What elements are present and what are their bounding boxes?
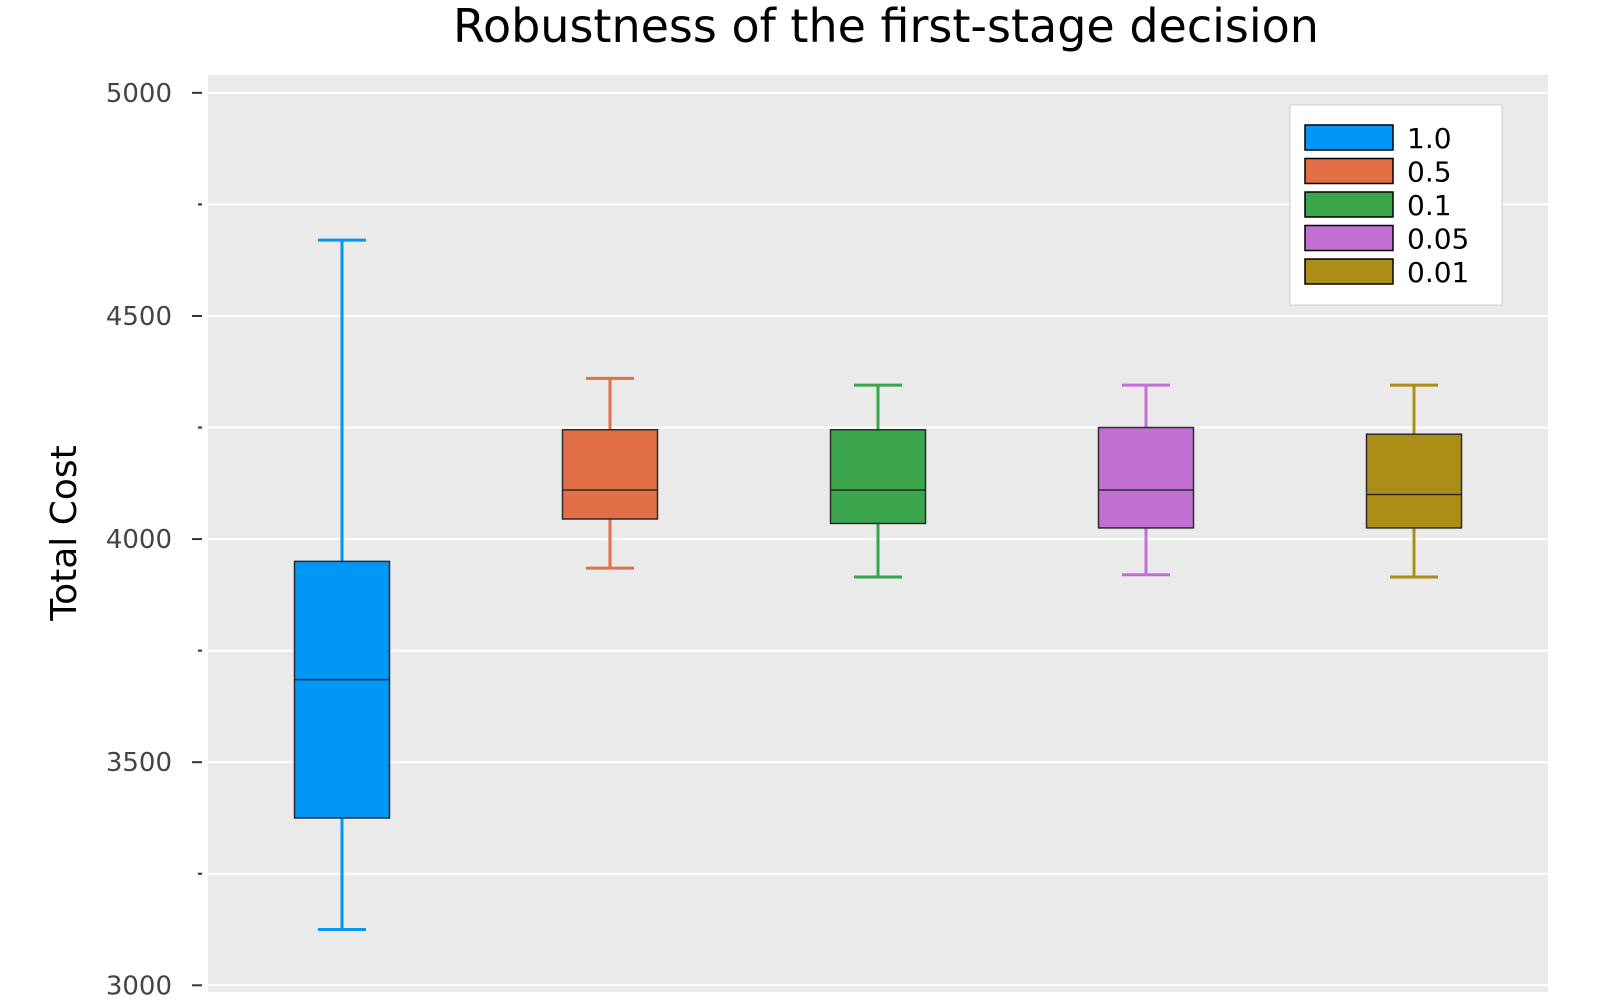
- legend-label: 1.0: [1407, 122, 1452, 155]
- box-0.1: [829, 383, 927, 579]
- box-0.01: [1365, 383, 1463, 579]
- box-body: [1365, 433, 1463, 529]
- legend-label: 0.01: [1407, 256, 1469, 289]
- legend-swatch: [1304, 258, 1394, 285]
- y-axis-label: Total Cost: [44, 445, 85, 622]
- legend-swatch: [1304, 124, 1394, 151]
- y-axis: 3000 3500 4000 4500 5000: [106, 79, 202, 1001]
- y-tick-label: 4500: [106, 302, 172, 332]
- box-body: [829, 429, 927, 525]
- legend-label: 0.1: [1407, 189, 1452, 222]
- legend-swatch: [1304, 191, 1394, 218]
- legend: 1.00.50.10.050.01: [1289, 104, 1503, 306]
- chart-title: Robustness of the first-stage decision: [453, 0, 1319, 53]
- legend-label: 0.5: [1407, 156, 1452, 189]
- box-0.05: [1097, 383, 1195, 577]
- box-body: [561, 429, 659, 520]
- box-body: [1097, 426, 1195, 529]
- y-tick-label: 4000: [106, 525, 172, 555]
- legend-swatch: [1304, 224, 1394, 252]
- legend-label: 0.05: [1407, 223, 1469, 256]
- box-body: [293, 560, 391, 819]
- box-series: [293, 238, 1463, 932]
- y-tick-label: 3000: [106, 971, 172, 1001]
- box-0.5: [561, 376, 659, 570]
- y-tick-label: 3500: [106, 748, 172, 778]
- legend-swatch: [1304, 157, 1394, 185]
- y-tick-label: 5000: [106, 79, 172, 109]
- box-1.0: [293, 238, 391, 932]
